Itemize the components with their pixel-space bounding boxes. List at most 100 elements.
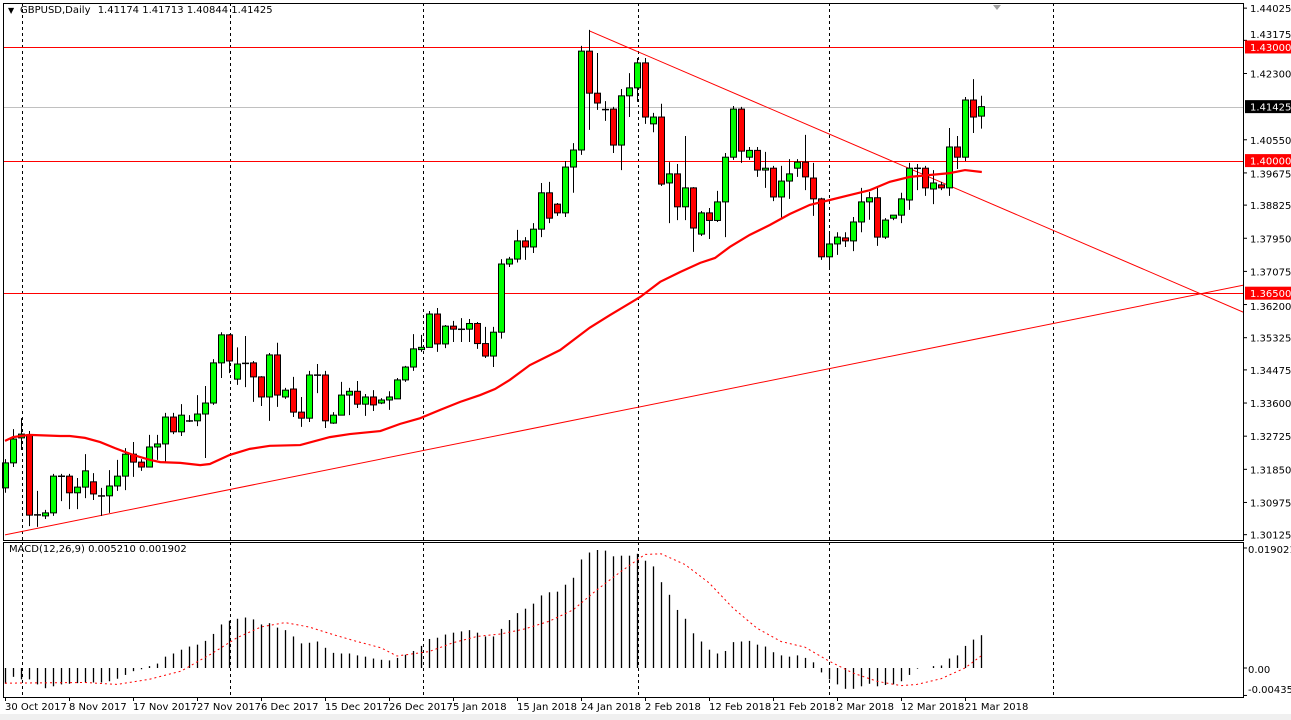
price-tick-label: 1.34475 <box>1250 366 1291 377</box>
candle-body <box>378 399 385 404</box>
candle <box>730 106 737 160</box>
candle-body <box>858 201 865 223</box>
time-tick-label: 5 Jan 2018 <box>453 702 507 713</box>
candle <box>458 318 465 343</box>
candle-body <box>690 187 697 229</box>
candle <box>74 478 81 510</box>
candle-body <box>586 50 593 94</box>
candle-body <box>402 366 409 381</box>
candle-body <box>738 108 745 152</box>
candle-body <box>930 182 937 190</box>
candle <box>122 448 129 491</box>
candle <box>514 229 521 263</box>
price-level-badge <box>1245 286 1291 300</box>
candle-body <box>890 214 897 219</box>
candle <box>434 307 441 352</box>
candle <box>786 159 793 199</box>
candle <box>642 57 649 124</box>
candle <box>2 459 9 493</box>
time-tick-label: 2 Mar 2018 <box>837 702 894 713</box>
candle <box>666 162 673 224</box>
candle <box>402 365 409 382</box>
candle <box>242 335 249 388</box>
candle <box>450 320 457 343</box>
candle <box>594 53 601 110</box>
time-tick-label: 26 Dec 2017 <box>389 702 453 713</box>
candle <box>634 57 641 102</box>
time-tick-label: 21 Mar 2018 <box>965 702 1028 713</box>
candle-body <box>834 236 841 245</box>
candle-body <box>554 203 561 214</box>
candle-body <box>26 434 33 516</box>
candle <box>298 396 305 427</box>
chart-menu-arrow-icon[interactable]: ▼ <box>8 6 15 15</box>
price-level-label: 1.36500 <box>1250 289 1291 300</box>
candle-body <box>562 166 569 214</box>
candle-body <box>346 390 353 396</box>
ohlc-values: 1.41174 1.41713 1.40844 1.41425 <box>97 5 273 16</box>
candle-body <box>114 475 121 487</box>
candle-body <box>258 376 265 398</box>
candle-body <box>570 149 577 168</box>
candle <box>810 162 817 216</box>
candle-body <box>266 354 273 398</box>
candle <box>602 101 609 121</box>
status-strip <box>0 714 1291 720</box>
candle-body <box>466 322 473 330</box>
candle-body <box>850 221 857 242</box>
candle-body <box>138 461 145 468</box>
candle <box>946 128 953 196</box>
candle-body <box>434 313 441 345</box>
candle-body <box>338 394 345 416</box>
candle <box>922 165 929 196</box>
candle-body <box>746 149 753 158</box>
price-tick-label: 1.31850 <box>1250 465 1291 476</box>
candle-body <box>330 414 337 424</box>
candle <box>26 431 33 527</box>
candle <box>578 45 585 155</box>
candle-body <box>770 167 777 198</box>
candle-body <box>874 197 881 238</box>
vertical-grid <box>22 3 1054 697</box>
price-tick-label: 1.39675 <box>1250 170 1291 181</box>
candle <box>282 387 289 399</box>
candle-body <box>82 470 89 488</box>
candle <box>394 378 401 400</box>
candle-body <box>418 346 425 351</box>
candle <box>250 360 257 402</box>
candle <box>818 197 825 260</box>
chart-shift-marker-icon[interactable] <box>993 5 1001 10</box>
candle-body <box>666 173 673 184</box>
candle <box>650 112 657 133</box>
candle-body <box>74 486 81 494</box>
candle-body <box>826 243 833 258</box>
candle-body <box>906 167 913 201</box>
candle-body <box>322 374 329 422</box>
candle-body <box>50 475 57 514</box>
candle <box>842 232 849 247</box>
candle <box>106 470 113 513</box>
price-tick-label: 1.32725 <box>1250 432 1291 443</box>
candle <box>882 218 889 240</box>
price-tick-label: 1.44025 <box>1250 4 1291 15</box>
time-tick-label: 24 Jan 2018 <box>581 702 641 713</box>
symbol-timeframe: GBPUSD,Daily <box>20 5 91 16</box>
price-tick-label: 1.33600 <box>1250 399 1291 410</box>
candle <box>762 151 769 188</box>
time-tick-label: 30 Oct 2017 <box>5 702 67 713</box>
macd-tick-label: 0.019021 <box>1248 545 1291 556</box>
candle-body <box>42 512 49 517</box>
candle-body <box>210 362 217 404</box>
candle-body <box>802 161 809 178</box>
candle <box>522 237 529 260</box>
price-tick-label: 1.38825 <box>1250 201 1291 212</box>
price-tick-label: 1.40550 <box>1250 136 1291 147</box>
candle-body <box>146 446 153 468</box>
candle-body <box>506 258 513 265</box>
candle-body <box>66 475 73 494</box>
candle <box>954 135 961 169</box>
candle <box>586 29 593 130</box>
candle-body <box>514 240 521 260</box>
candle <box>938 181 945 191</box>
